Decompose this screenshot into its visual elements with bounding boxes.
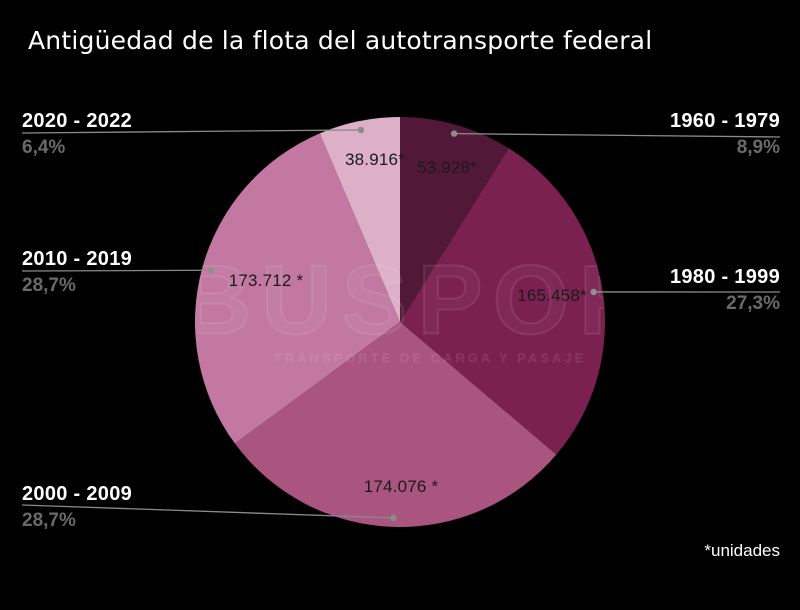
pie-slice-2010-2019 [194, 133, 400, 444]
chart-title: Antigüedad de la flota del autotransport… [28, 26, 653, 55]
percent-label-2020-2022: 6,4% [22, 137, 66, 158]
percent-label-2000-2009: 28,7% [22, 510, 76, 531]
pie-slice-1960-1979 [400, 117, 509, 322]
label-group-1980-1999: 1980 - 1999 27,3% [670, 266, 780, 315]
slice-value-1980-1999: 165.458* [517, 286, 587, 305]
slice-value-2000-2009: 174.076 * [363, 477, 439, 496]
pie-slice-2020-2022 [319, 117, 400, 322]
range-label-2010-2019: 2010 - 2019 [22, 248, 133, 270]
leader-dot [390, 514, 397, 522]
range-label-1980-1999: 1980 - 1999 [669, 266, 780, 288]
label-group-2020-2022: 2020 - 2022 6,4% [22, 110, 132, 159]
label-group-2010-2019: 2010 - 2019 28,7% [22, 248, 132, 297]
leader-line [454, 132, 781, 138]
leader-dot [450, 130, 458, 137]
slice-value-1960-1979: 53.928* [416, 158, 478, 177]
leader-dot [590, 288, 597, 296]
pie-slice-1980-1999 [400, 148, 605, 455]
leader-dot [357, 126, 365, 134]
range-label-2020-2022: 2020 - 2022 [22, 110, 133, 132]
leader-line [21, 504, 394, 519]
range-label-1960-1979: 1960 - 1979 [669, 110, 780, 132]
percent-label-1960-1979: 8,9% [736, 137, 780, 158]
leader-line [21, 269, 211, 272]
label-group-2000-2009: 2000 - 2009 28,7% [22, 483, 132, 532]
slice-value-2010-2019: 173.712 * [228, 271, 304, 290]
leader-dot [207, 267, 215, 274]
slice-value-2020-2022: 38.916* [344, 150, 406, 169]
unit-footnote: *unidades [704, 541, 780, 560]
pie-slice-2000-2009 [234, 322, 557, 528]
label-group-1960-1979: 1960 - 1979 8,9% [670, 110, 780, 159]
range-label-2000-2009: 2000 - 2009 [22, 483, 133, 505]
percent-label-1980-1999: 27,3% [726, 293, 780, 314]
leader-line [21, 129, 361, 134]
percent-label-2010-2019: 28,7% [22, 275, 76, 296]
